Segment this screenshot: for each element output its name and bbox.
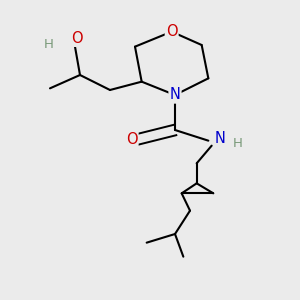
Text: O: O [126, 133, 137, 148]
Text: N: N [169, 88, 180, 103]
Text: N: N [215, 131, 226, 146]
Text: O: O [166, 24, 178, 39]
Text: H: H [44, 38, 53, 52]
Text: O: O [71, 31, 82, 46]
Text: H: H [232, 137, 242, 150]
